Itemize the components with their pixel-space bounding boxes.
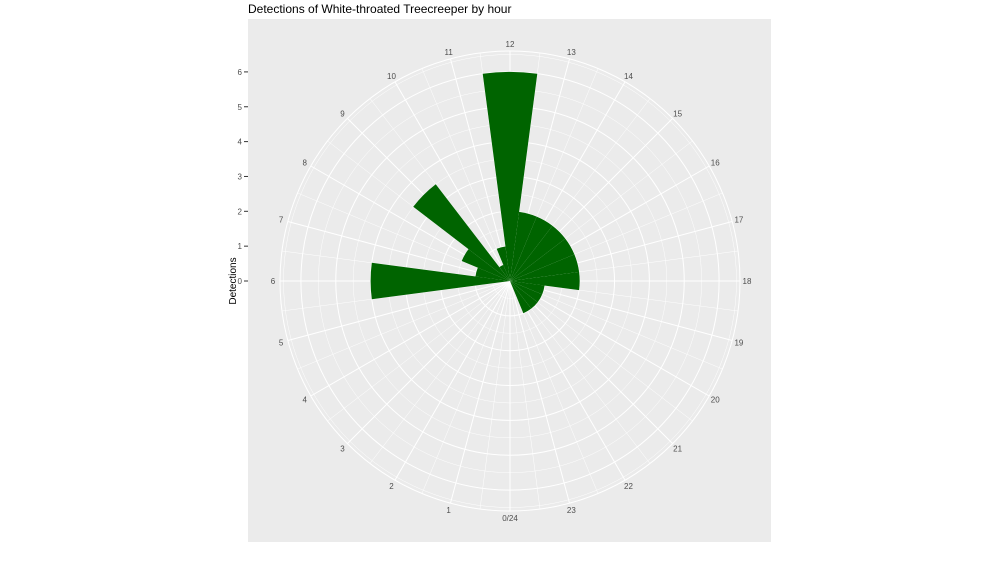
bar-hour-11	[496, 246, 510, 281]
y-tick-label: 1	[238, 242, 243, 251]
hour-tick-label: 20	[711, 396, 720, 405]
hour-tick-label: 15	[673, 109, 682, 118]
y-axis-title: Detections	[228, 257, 239, 304]
bar-hour-22	[510, 281, 532, 314]
chart-title: Detections of White-throated Treecreeper…	[248, 2, 511, 16]
hour-tick-label: 14	[624, 72, 633, 81]
bar-hour-13	[510, 211, 537, 281]
hour-tick-label: 18	[743, 277, 752, 286]
hour-tick-label: 12	[506, 40, 515, 49]
bars	[370, 71, 580, 314]
outer-gridline	[279, 50, 741, 512]
bar-hour-6	[370, 262, 510, 300]
hour-tick-label: 1	[446, 506, 451, 515]
hour-tick-label: 5	[279, 338, 284, 347]
bar-hour-20	[510, 281, 543, 303]
hour-tick-label: 4	[303, 396, 308, 405]
bar-hour-12	[482, 71, 538, 281]
hour-tick-label: 11	[445, 48, 454, 57]
bar-hour-9	[413, 184, 510, 281]
hour-tick-label: 6	[271, 277, 276, 286]
hour-tick-label: 22	[624, 482, 633, 491]
hour-tick-label: 10	[387, 72, 396, 81]
hour-tick-label: 17	[734, 216, 743, 225]
hour-tick-label: 21	[673, 445, 682, 454]
hour-tick-label: 19	[734, 338, 743, 347]
hour-tick-label: 8	[303, 159, 308, 168]
bar-hour-14	[510, 216, 553, 281]
hour-labels: 0/24123456789101112131415161718192021222…	[271, 40, 752, 523]
hour-tick-label: 16	[711, 159, 720, 168]
y-axis: 0 1 2 3 4 5 6	[238, 68, 248, 286]
hour-tick-label: 13	[567, 48, 576, 57]
y-tick-label: 6	[238, 68, 243, 77]
y-tick-label: 5	[238, 103, 243, 112]
y-tick-label: 0	[238, 277, 243, 286]
bar-hour-10	[499, 264, 510, 281]
bar-hour-17	[510, 254, 580, 281]
y-tick-label: 2	[238, 207, 243, 216]
bar-hour-7	[475, 267, 510, 281]
bar-hour-8	[461, 249, 510, 281]
bar-hour-16	[510, 238, 575, 281]
hour-tick-label: 2	[389, 482, 394, 491]
hour-tick-label: 0/24	[502, 514, 518, 523]
hour-tick-label: 9	[340, 109, 345, 118]
bar-hour-19	[510, 281, 545, 295]
hour-tick-label: 7	[279, 216, 284, 225]
bar-hour-18	[510, 271, 580, 291]
circle-minor-gridline	[283, 54, 737, 508]
hour-tick-label: 3	[340, 445, 345, 454]
hour-tick-label: 23	[567, 506, 576, 515]
y-tick-label: 4	[238, 138, 243, 147]
bar-hour-21	[510, 281, 538, 309]
y-tick-label: 3	[238, 172, 243, 181]
bar-hour-15	[510, 225, 566, 281]
